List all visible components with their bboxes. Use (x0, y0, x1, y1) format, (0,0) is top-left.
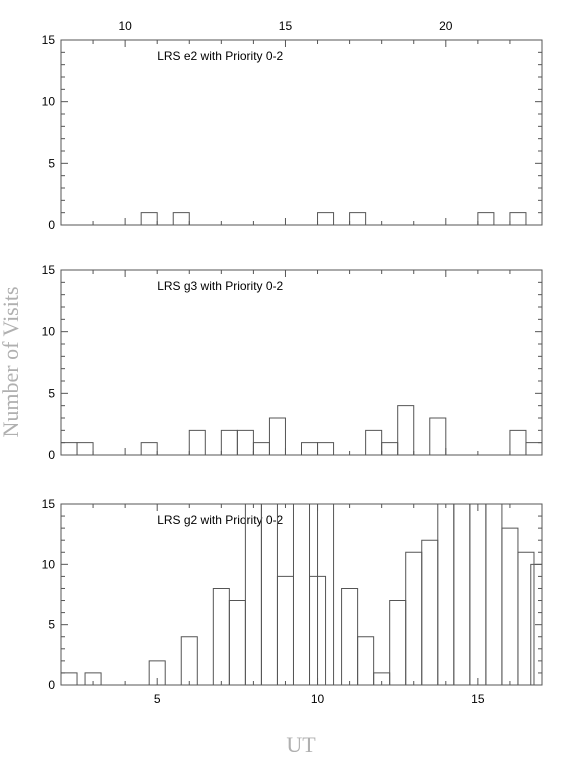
histogram-bin (228, 600, 246, 685)
histogram-bin (453, 503, 471, 685)
histogram-bin (349, 212, 367, 225)
histogram-bin (421, 539, 439, 685)
histogram-bin (301, 442, 319, 455)
y-tick-label: 5 (48, 156, 55, 170)
x-axis-title: UT (286, 732, 316, 757)
x-tick-label: 15 (471, 692, 485, 706)
histogram-bin (381, 442, 399, 455)
histogram-bin (509, 212, 527, 225)
histogram-panel-1: 0 5 10 15 10 15 20 LRS e2 with Priority 0-2 (42, 19, 543, 232)
histogram-bin (148, 660, 166, 685)
y-tick-label: 10 (42, 557, 56, 571)
histogram-bin (357, 636, 375, 685)
x-tick-label: 10 (118, 19, 132, 33)
y-tick-label: 0 (48, 218, 55, 232)
panel-title: LRS e2 with Priority 0-2 (157, 49, 283, 63)
panel-title: LRS g2 with Priority 0-2 (157, 513, 283, 527)
histogram-bin (437, 503, 455, 685)
histogram-bin (276, 575, 294, 685)
histogram-bin (429, 417, 447, 455)
x-tick-label: 10 (311, 692, 325, 706)
x-tick-label: 5 (154, 692, 161, 706)
histogram-bin (172, 212, 190, 225)
histogram-bin (268, 417, 286, 455)
x-tick-label: 15 (279, 19, 293, 33)
histogram-bin (60, 442, 78, 455)
histogram-bin (140, 212, 158, 225)
histogram-panel-3: 0 5 10 15 5 10 15 LRS g2 with Priority 0-2 (42, 497, 543, 706)
histogram-bin (244, 503, 262, 685)
histogram-panel-2: 0 5 10 15 LRS g3 with Priority 0-2 (42, 263, 543, 462)
histogram-bin (140, 442, 158, 455)
histogram-bin (469, 503, 487, 685)
panels-group: 0 5 10 15 10 15 20 LRS e2 with Priority 0-2 0 5 10… (42, 19, 543, 706)
y-tick-label: 10 (42, 325, 56, 339)
histogram-bin (477, 212, 495, 225)
x-tick-label: 20 (439, 19, 453, 33)
y-tick-label: 0 (48, 448, 55, 462)
histogram-bin (252, 442, 270, 455)
histogram-bin (188, 429, 206, 455)
histogram-bin (517, 551, 535, 685)
histogram-bin (317, 503, 335, 685)
y-tick-label: 0 (48, 678, 55, 692)
y-tick-label: 10 (42, 95, 56, 109)
y-tick-label: 15 (42, 263, 56, 277)
histogram-bin (292, 503, 311, 685)
histogram-bin (76, 442, 94, 455)
histogram-bin (365, 429, 383, 455)
histogram-bin (501, 527, 519, 685)
panel-title: LRS g3 with Priority 0-2 (157, 279, 283, 293)
histogram-bin (60, 672, 78, 685)
histogram-bin (530, 563, 543, 685)
histogram-bin (180, 636, 198, 685)
plot-frame (60, 39, 543, 226)
histogram-bin (389, 600, 407, 685)
y-tick-label: 15 (42, 33, 56, 47)
histogram-bin (341, 587, 359, 685)
histogram-bin (397, 405, 415, 455)
histogram-bin (317, 442, 335, 455)
histogram-bin (485, 503, 503, 685)
y-tick-label: 15 (42, 497, 56, 511)
histogram-bin (509, 429, 527, 455)
histogram-bin (317, 212, 335, 225)
histogram-bin (212, 587, 230, 685)
plot-frame (60, 269, 543, 456)
histogram-bin (525, 442, 543, 455)
histogram-bin (220, 429, 238, 455)
histogram-bin (84, 672, 102, 685)
histogram-bin (236, 429, 254, 455)
histogram-bin (260, 503, 278, 685)
y-tick-label: 5 (48, 618, 55, 632)
histogram-bin (405, 551, 423, 685)
y-tick-label: 5 (48, 386, 55, 400)
y-axis-title: Number of Visits (0, 286, 23, 437)
